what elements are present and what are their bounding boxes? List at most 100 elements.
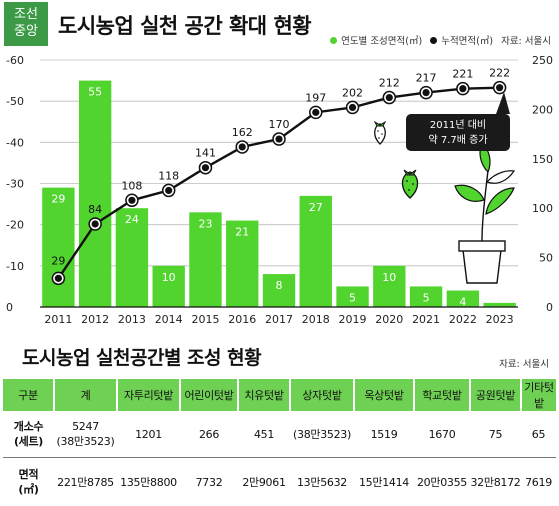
chart-legend: 연도별 조성면적(㎡) 누적면적(㎡) 자료: 서울시: [330, 33, 551, 47]
table-header-cell: 어린이텃밭: [180, 379, 239, 411]
table-header-row: 구분 계 자투리텃밭 어린이텃밭 치유텃밭 상자텃밭 옥상텃밭 학교텃밭 공원텃밭 기타텃밭: [3, 379, 556, 411]
bar-value-label: 5: [349, 291, 356, 304]
line-value-label: 202: [342, 86, 363, 99]
bar-value-label: 8: [276, 279, 283, 292]
table-cell: 15만1414: [358, 476, 409, 489]
table-header-cell: 구분: [3, 379, 55, 411]
table-header-cell: 기타텃밭: [521, 379, 556, 411]
table-cell: 75: [470, 411, 521, 458]
logo-line1: 조선: [14, 7, 38, 22]
line-point-core: [312, 108, 320, 116]
right-tick-label: 150: [532, 153, 553, 166]
line-value-label: 212: [379, 77, 400, 90]
bar: [42, 187, 75, 307]
line-point-core: [128, 196, 136, 204]
table-cell: 7732: [195, 475, 223, 489]
table-cell: 266: [180, 411, 238, 458]
left-tick-label: -20: [6, 219, 24, 232]
left-tick-label: -30: [6, 178, 24, 191]
line-point-core: [459, 85, 467, 93]
bar: [262, 274, 296, 307]
table-source: 자료: 서울시: [499, 359, 549, 370]
bar-series: 29 55 24 10 23 21 8 27 5 10 5 4 1: [42, 80, 516, 321]
row-header-cell: 면적 (㎡): [18, 468, 39, 496]
table-cell: 451: [238, 411, 290, 458]
x-tick-label: 2020: [375, 313, 403, 326]
table-header-cell: 계: [54, 379, 118, 411]
bar: [78, 80, 112, 307]
table-header-cell: 치유텃밭: [238, 379, 291, 411]
facilities-table: 구분 계 자투리텃밭 어린이텃밭 치유텃밭 상자텃밭 옥상텃밭 학교텃밭 공원텃밭 기타텃밭 개소…: [3, 379, 556, 506]
line-value-label: 162: [232, 126, 253, 139]
left-tick-label: -60: [6, 54, 24, 67]
table-header-cell: 자투리텃밭: [117, 379, 181, 411]
x-tick-label: 2021: [412, 313, 440, 326]
x-tick-label: 2015: [191, 313, 219, 326]
newspaper-logo: 조선 중앙: [4, 2, 48, 46]
right-tick-label: 50: [539, 252, 553, 265]
table-cell: 7619: [525, 475, 552, 489]
bar-value-label: 5: [423, 291, 430, 304]
bar-value-label: 1: [496, 308, 503, 321]
table-header-cell: 옥상텃밭: [354, 379, 415, 411]
right-tick-label: 100: [532, 202, 553, 215]
potted-plant-icon: [454, 143, 516, 284]
table-cell: 2만9061: [242, 476, 286, 489]
right-tick-label: 200: [532, 103, 553, 116]
table-cell: 221만8785: [57, 476, 114, 489]
bar: [115, 208, 149, 307]
bar: [483, 302, 516, 307]
bar-value-label: 24: [125, 213, 139, 226]
line-point-core: [91, 220, 99, 228]
left-tick-label: 0: [6, 301, 13, 314]
x-tick-label: 2019: [339, 313, 367, 326]
table-cell: 65: [521, 411, 556, 458]
bar-value-label: 10: [382, 271, 396, 284]
line-value-label: 108: [121, 179, 142, 192]
bar: [189, 212, 222, 307]
chart-source: 자료: 서울시: [501, 36, 551, 47]
bar-value-label: 23: [198, 217, 212, 230]
line-point-core: [422, 89, 430, 97]
annotation-line1: 2011년 대비: [429, 120, 487, 131]
bar: [373, 265, 406, 307]
line-point-core: [238, 143, 246, 151]
table-cell: (38만3523): [290, 411, 354, 458]
table-cell: 13만5632: [296, 476, 347, 489]
bar: [299, 195, 332, 307]
table-cell: 1670: [414, 411, 470, 458]
row-header-cell: 개소수 (세트): [3, 411, 54, 458]
bar: [409, 286, 443, 307]
left-tick-label: -10: [6, 260, 24, 273]
table-cell: 32만8172: [470, 476, 521, 489]
table-cell: 1519: [354, 411, 414, 458]
line-point-core: [496, 84, 504, 92]
chart-title: 도시농업 실천 공간 확대 현황: [58, 14, 312, 38]
bar-value-label: 10: [162, 271, 176, 284]
x-tick-label: 2011: [44, 313, 72, 326]
table-header-cell: 상자텃밭: [290, 379, 355, 411]
line-point-core: [385, 93, 393, 102]
table-title: 도시농업 실천공간별 조성 현황: [22, 347, 262, 369]
table-cell: 1201: [117, 411, 180, 458]
line-series: 29 84 108 118 141 162 170 197 202 212 217 221 222: [51, 67, 510, 286]
x-tick-label: 2016: [228, 313, 256, 326]
x-tick-label: 2012: [81, 313, 109, 326]
strawberry-icon: [373, 120, 387, 145]
line-value-label: 222: [489, 67, 510, 80]
annotation-box: 2011년 대비 약 7.7배 증가: [406, 114, 510, 151]
table-row: 면적 (㎡) 221만8785 135만8800 7732 2만9061 13만5632 15…: [3, 458, 556, 506]
table-row: 개소수 (세트) 5247 (38만3523) 1201 266 451 (38만3523) 1…: [3, 411, 556, 458]
bar-value-label: 21: [235, 226, 249, 239]
line-point-core: [165, 186, 173, 195]
table-cell: 5247 (38만3523): [54, 411, 117, 458]
line-legend-swatch: [430, 36, 438, 44]
line-point-core: [201, 164, 210, 172]
bar-legend-swatch: [330, 36, 338, 44]
bar: [446, 290, 480, 307]
x-tick-label: 2014: [155, 313, 183, 326]
table-header-cell: 학교텃밭: [414, 379, 471, 411]
annotation-pointer: [496, 92, 510, 114]
line-value-label: 221: [452, 68, 473, 81]
bar: [152, 265, 185, 307]
